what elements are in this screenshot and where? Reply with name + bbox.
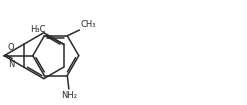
Text: N: N	[9, 60, 15, 69]
Text: H₃C: H₃C	[30, 25, 45, 34]
Text: CH₃: CH₃	[81, 20, 96, 29]
Text: O: O	[8, 43, 14, 52]
Text: NH₂: NH₂	[61, 91, 77, 100]
